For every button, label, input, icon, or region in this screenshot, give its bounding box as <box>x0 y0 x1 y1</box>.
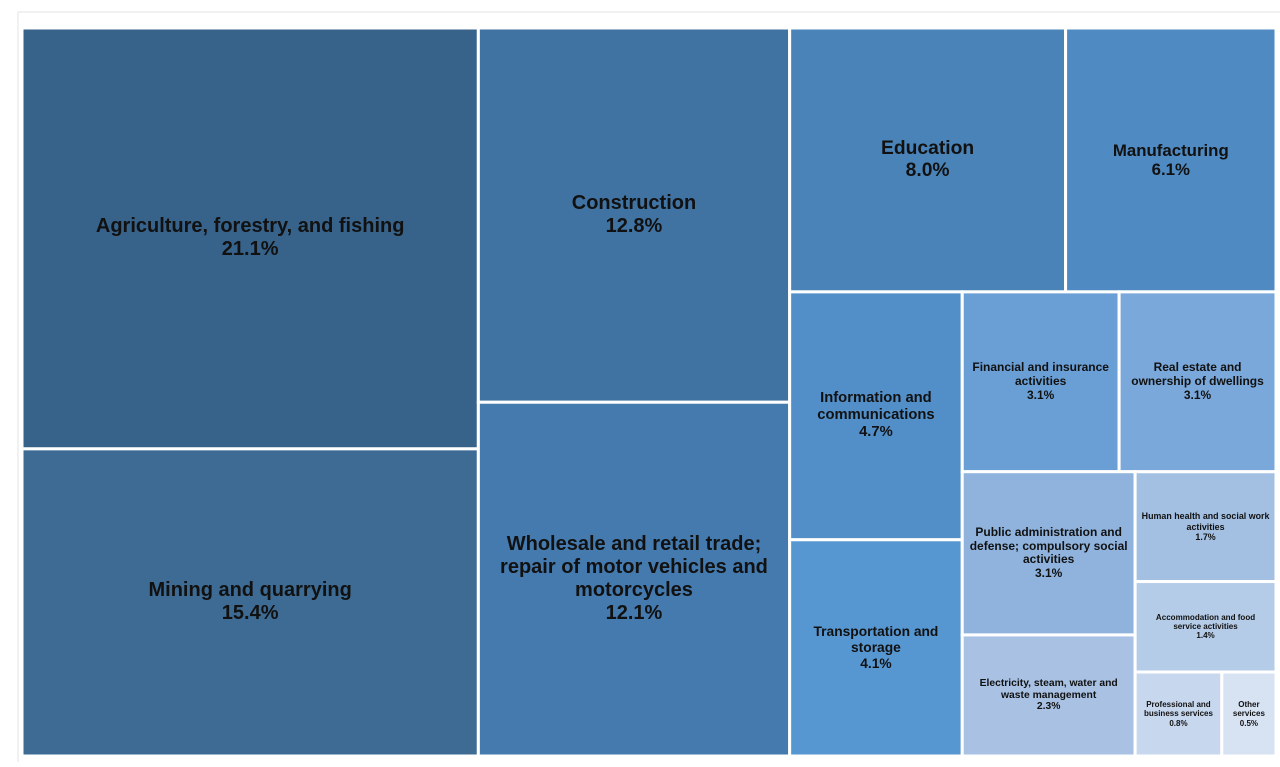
value-label: 3.1% <box>1183 387 1212 402</box>
value-label: 0.8% <box>1169 718 1188 728</box>
category-label: Real estate and ownership of dwellings <box>1131 360 1264 388</box>
value-label: 1.4% <box>1196 631 1215 641</box>
value-label: 15.4% <box>221 602 279 625</box>
tile-label-box: Real estate and ownership of dwellings3.… <box>1121 294 1274 470</box>
value-label: 6.1% <box>1151 159 1190 179</box>
category-label: Transportation and storage <box>813 624 939 655</box>
category-label: Agriculture, forestry, and fishing <box>95 215 405 238</box>
tile <box>1133 580 1278 674</box>
category-label: Human health and social work activities <box>1141 511 1270 532</box>
value-label: 12.1% <box>605 602 663 625</box>
tile <box>1220 670 1278 758</box>
tile-label: Other services 0.5% <box>1224 674 1274 754</box>
category-label: Manufacturing <box>1112 140 1229 160</box>
tile-label: Real estate and ownership of dwellings 3.… <box>1121 294 1274 470</box>
category-label: Education <box>881 137 975 159</box>
tile-label: Accommodation and food service activitie… <box>1137 584 1274 670</box>
frame <box>17 11 1280 762</box>
tile <box>1064 26 1278 294</box>
category-label: Information and communications <box>817 390 935 424</box>
tile-label-box: Human health and social work activities1… <box>1137 474 1274 580</box>
value-label: 3.1% <box>1026 387 1055 402</box>
value-label: 12.8% <box>605 215 663 238</box>
tile-label: Education 8.0% <box>792 30 1064 290</box>
tile-label: Construction 12.8% <box>480 30 787 400</box>
tile-label: Public administration and defense; compu… <box>964 474 1133 633</box>
value-label: 8.0% <box>905 159 950 181</box>
tile-label: Agriculture, forestry, and fishing 21.1% <box>24 30 476 447</box>
category-label: Accommodation and food service activitie… <box>1155 612 1256 632</box>
tile <box>1117 290 1278 474</box>
tile-label-box: Electricity, steam, water and waste mana… <box>964 637 1133 754</box>
value-label: 4.1% <box>860 655 892 671</box>
value-label: 21.1% <box>221 238 279 261</box>
tile <box>960 470 1137 637</box>
category-label: Mining and quarrying <box>148 579 352 602</box>
category-label: Construction <box>571 192 697 215</box>
category-label: Electricity, steam, water and waste mana… <box>979 677 1118 701</box>
tile <box>1133 470 1278 584</box>
value-label: 4.7% <box>859 424 893 441</box>
tile-label: Transportation and storage 4.1% <box>792 542 961 754</box>
tile-label: Wholesale and retail trade; repair of mo… <box>480 404 787 754</box>
category-label: Financial and insurance activities <box>972 360 1109 388</box>
value-label: 3.1% <box>1035 566 1063 581</box>
tile <box>20 447 480 758</box>
value-label: 1.7% <box>1195 531 1216 542</box>
tile-label: Manufacturing 6.1% <box>1068 30 1274 290</box>
category-label: Wholesale and retail trade; repair of mo… <box>500 533 768 602</box>
tile-label-box: Accommodation and food service activitie… <box>1137 584 1274 670</box>
value-label: 0.5% <box>1239 718 1259 728</box>
tile-label: Professional and business services 0.8% <box>1137 674 1220 754</box>
tile-label: Electricity, steam, water and waste mana… <box>964 637 1133 754</box>
tile-label: Financial and insurance activities 3.1% <box>964 294 1117 470</box>
tile-label-box: Wholesale and retail trade; repair of mo… <box>480 404 787 754</box>
category-label: Public administration and defense; compu… <box>969 524 1128 567</box>
tile-label: Human health and social work activities 1… <box>1137 474 1274 580</box>
tile <box>960 290 1121 474</box>
tile-label: Mining and quarrying 15.4% <box>24 451 476 754</box>
value-label: 2.3% <box>1036 701 1061 713</box>
tile <box>1133 670 1224 758</box>
category-label: Professional and business services <box>1143 700 1213 719</box>
tile-label-box: Public administration and defense; compu… <box>964 474 1133 633</box>
tile-label: Information and communications 4.7% <box>792 294 961 538</box>
category-label: Other services <box>1232 700 1265 719</box>
